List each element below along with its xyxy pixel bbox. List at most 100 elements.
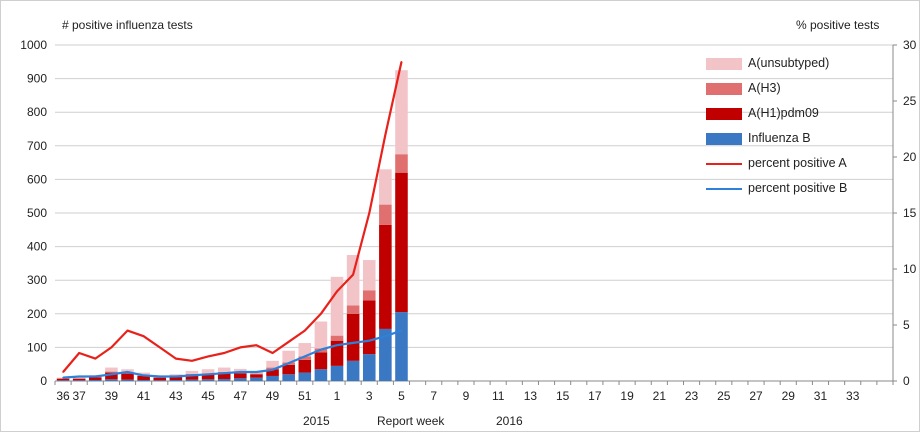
chart-legend: A(unsubtyped) A(H3) A(H1)pdm09 Influenza…	[706, 54, 896, 204]
point-percent-positive-a-week-2	[352, 273, 354, 276]
bar-influenza-b-week-50	[282, 374, 295, 381]
right-axis-title: % positive tests	[796, 18, 880, 32]
bar-a-unsubtyped-week-45	[201, 369, 215, 374]
bar-a-h1-pdm09-week-43	[169, 376, 183, 380]
y2-tick-label: 25	[903, 94, 917, 108]
point-percent-positive-a-week-44	[191, 360, 193, 362]
bar-influenza-b-week-1	[330, 365, 344, 381]
bar-a-h1-pdm09-week-50	[282, 364, 295, 375]
point-percent-positive-b-week-38	[94, 375, 97, 378]
y-tick-label: 1000	[20, 38, 47, 52]
bar-influenza-b-week-5	[395, 312, 408, 381]
x-tick-label-11: 11	[492, 389, 505, 403]
bar-influenza-b-week-4	[379, 328, 392, 381]
legend-item-a-unsubtyped: A(unsubtyped)	[706, 54, 896, 79]
legend-item-a-h3: A(H3)	[706, 79, 896, 104]
point-percent-positive-a-week-48	[255, 344, 258, 346]
y-tick-label: 100	[27, 340, 47, 354]
point-percent-positive-a-week-1	[336, 290, 338, 293]
point-percent-positive-a-week-46	[223, 352, 226, 354]
x-tick-label-21: 21	[653, 389, 667, 403]
bar-a-unsubtyped-week-49	[266, 360, 279, 368]
x-tick-label-45: 45	[201, 389, 215, 403]
point-percent-positive-a-week-42	[158, 346, 161, 349]
point-percent-positive-a-week-50	[287, 341, 290, 343]
y-tick-label: 600	[27, 172, 47, 186]
x-tick-label-9: 9	[463, 389, 470, 403]
legend-label-a-h3: A(H3)	[748, 81, 781, 95]
point-percent-positive-a-week-45	[207, 355, 209, 358]
legend-label-influenza-b: Influenza B	[748, 131, 811, 145]
legend-swatch-influenza-b	[706, 133, 742, 145]
point-percent-positive-b-week-39	[110, 373, 113, 376]
bar-influenza-b-week-3	[362, 354, 376, 381]
bar-a-h1-pdm09-week-46	[217, 373, 231, 379]
legend-item-a-h1pdm09: A(H1)pdm09	[706, 104, 896, 129]
bar-a-unsubtyped-week-39	[105, 367, 118, 372]
bar-a-h1-pdm09-week-48	[250, 374, 263, 378]
legend-item-percent-positive-b: percent positive B	[706, 179, 896, 204]
legend-line-percent-positive-a	[706, 163, 742, 165]
point-percent-positive-b-week-51	[303, 355, 306, 358]
bar-influenza-b-week-37	[72, 380, 86, 381]
bar-a-h1-pdm09-week-4	[379, 224, 392, 329]
bar-a-unsubtyped-week-44	[185, 370, 199, 374]
bar-a-h3-week-5	[395, 154, 408, 173]
y2-tick-label: 20	[903, 150, 917, 164]
bar-influenza-b-week-40	[121, 379, 134, 381]
year-label-2015: 2015	[303, 414, 330, 428]
point-percent-positive-b-week-2	[352, 342, 354, 344]
point-percent-positive-b-week-1	[336, 344, 338, 346]
bar-a-h1-pdm09-week-49	[266, 369, 279, 376]
point-percent-positive-a-week-37	[78, 352, 80, 354]
y-tick-label: 400	[27, 240, 47, 254]
bar-a-h1-pdm09-week-52	[314, 352, 328, 370]
legend-swatch-a-h1pdm09	[706, 108, 742, 120]
legend-swatch-a-h3	[706, 83, 742, 95]
bar-a-unsubtyped-week-5	[395, 70, 408, 155]
bar-influenza-b-week-36	[56, 380, 70, 381]
bar-influenza-b-week-2	[346, 360, 360, 381]
line-percent-positive-a	[62, 61, 403, 373]
x-tick-label-31: 31	[814, 389, 828, 403]
x-tick-label-43: 43	[169, 389, 183, 403]
y-tick-label: 300	[27, 273, 47, 287]
x-tick-label-41: 41	[137, 389, 151, 403]
bar-influenza-b-week-49	[266, 375, 279, 381]
point-percent-positive-b-week-44	[191, 374, 193, 377]
point-percent-positive-b-week-36	[62, 376, 64, 379]
y-tick-label: 900	[27, 72, 47, 86]
x-tick-label-36: 36	[56, 389, 70, 403]
point-percent-positive-b-week-49	[271, 369, 274, 371]
x-tick-label-37: 37	[72, 389, 86, 403]
x-axis-title: Report week	[377, 414, 445, 428]
left-axis-title: # positive influenza tests	[62, 18, 193, 32]
point-percent-positive-a-week-5	[400, 61, 403, 63]
point-percent-positive-b-week-52	[320, 348, 322, 351]
bar-a-unsubtyped-week-47	[234, 368, 247, 373]
legend-label-percent-positive-b: percent positive B	[748, 181, 848, 195]
bar-a-h1-pdm09-week-42	[153, 377, 167, 381]
x-tick-label-3: 3	[366, 389, 373, 403]
bar-a-unsubtyped-week-43	[169, 374, 183, 376]
bar-influenza-b-week-43	[169, 379, 183, 381]
x-tick-label-1: 1	[334, 389, 341, 403]
y-tick-label: 500	[27, 206, 47, 220]
bar-a-h1-pdm09-week-51	[298, 359, 312, 373]
point-percent-positive-b-week-41	[142, 374, 145, 377]
x-tick-label-19: 19	[620, 389, 634, 403]
bar-a-h3-week-39	[105, 371, 118, 373]
y-tick-label: 800	[27, 105, 47, 119]
legend-item-influenza-b: Influenza B	[706, 129, 896, 154]
x-tick-label-23: 23	[685, 389, 699, 403]
year-label-2016: 2016	[496, 414, 523, 428]
bar-influenza-b-week-46	[217, 378, 231, 381]
bar-a-h1-pdm09-week-44	[185, 374, 199, 380]
point-percent-positive-b-week-5	[400, 329, 403, 332]
y2-tick-label: 30	[903, 38, 917, 52]
x-tick-label-49: 49	[266, 389, 280, 403]
legend-item-percent-positive-a: percent positive A	[706, 154, 896, 179]
point-percent-positive-b-week-50	[287, 362, 290, 364]
